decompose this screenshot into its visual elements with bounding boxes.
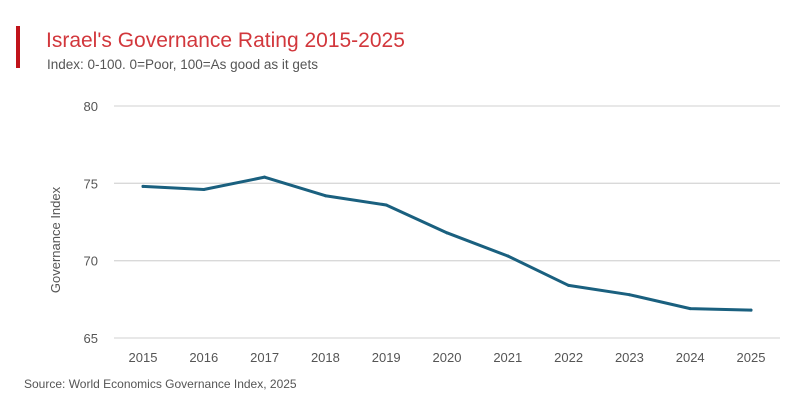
data-point [627, 293, 631, 297]
data-point [384, 203, 388, 207]
series-line [141, 175, 753, 312]
chart-subtitle: Index: 0-100. 0=Poor, 100=As good as it … [47, 57, 318, 72]
data-point [506, 254, 510, 258]
data-point [749, 308, 753, 312]
data-point [567, 283, 571, 287]
y-tick-label: 65 [84, 331, 98, 346]
data-point [688, 307, 692, 311]
y-tick-label: 70 [84, 254, 98, 269]
x-tick-label: 2016 [189, 350, 218, 365]
x-tick-label: 2018 [311, 350, 340, 365]
data-point [323, 194, 327, 198]
data-point [141, 184, 145, 188]
data-point [263, 175, 267, 179]
y-axis-label: Governance Index [48, 186, 63, 293]
x-tick-label: 2015 [129, 350, 158, 365]
x-tick-label: 2023 [615, 350, 644, 365]
chart-title: Israel's Governance Rating 2015-2025 [46, 29, 405, 52]
source-note: Source: World Economics Governance Index… [24, 377, 297, 391]
y-tick-label: 75 [84, 176, 98, 191]
data-point [202, 188, 206, 192]
data-point [445, 231, 449, 235]
x-tick-label: 2024 [676, 350, 705, 365]
y-tick-label: 80 [84, 99, 98, 114]
x-tick-label: 2019 [372, 350, 401, 365]
title-accent-bar [16, 26, 20, 68]
x-tick-label: 2025 [737, 350, 766, 365]
x-tick-label: 2020 [433, 350, 462, 365]
x-tick-label: 2021 [493, 350, 522, 365]
x-tick-label: 2017 [250, 350, 279, 365]
x-tick-label: 2022 [554, 350, 583, 365]
